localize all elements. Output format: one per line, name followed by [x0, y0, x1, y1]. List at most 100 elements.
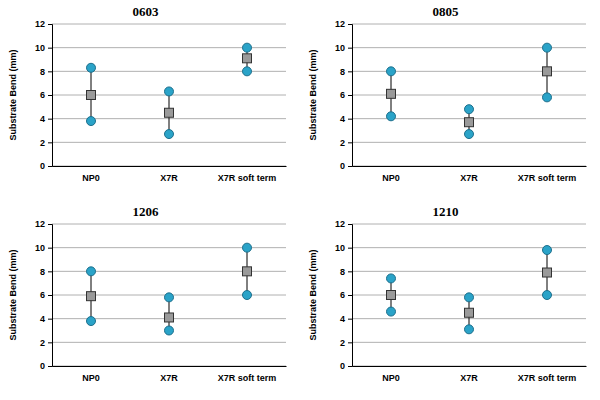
y-tick-mark: [348, 142, 352, 143]
y-tick: 2: [340, 338, 352, 348]
y-axis-title: Substrate Bend (mm): [308, 249, 318, 340]
y-tick: 6: [340, 290, 352, 300]
range-marker: [243, 67, 252, 76]
y-tick-mark: [48, 119, 52, 120]
y-tick: 4: [340, 314, 352, 324]
plot-area: 024681012NP0X7RX7R soft term: [335, 19, 587, 182]
x-tick-label: NP0: [82, 373, 100, 383]
x-tick-label: X7R: [460, 173, 478, 183]
y-tick-label: 12: [335, 19, 345, 29]
mean-marker: [465, 308, 474, 317]
grid-line: [52, 142, 286, 143]
grid-line: [52, 166, 286, 167]
grid-line: [352, 24, 586, 25]
range-marker: [165, 87, 174, 96]
panel: 024681012NP0X7RX7R soft term0603Substrat…: [8, 4, 287, 183]
x-tick-label: X7R: [160, 373, 178, 383]
y-tick-mark: [348, 24, 352, 25]
grid-line: [352, 166, 586, 167]
y-tick-label: 10: [335, 243, 345, 253]
y-tick-label: 10: [335, 43, 345, 53]
mean-marker: [387, 291, 396, 300]
mean-marker: [465, 118, 474, 127]
y-tick-mark: [348, 366, 352, 367]
y-tick-label: 2: [40, 138, 45, 148]
x-tick: X7R soft term: [218, 366, 277, 383]
x-tick: NP0: [382, 366, 400, 383]
grid-line: [352, 366, 586, 367]
x-tick-label: X7R: [160, 173, 178, 183]
x-tick: X7R soft term: [518, 166, 577, 183]
y-tick-label: 12: [335, 219, 345, 229]
y-tick-label: 8: [340, 67, 345, 77]
y-axis-title: Substrate Bend (mm): [8, 49, 18, 140]
range-marker: [87, 267, 96, 276]
y-tick-mark: [348, 71, 352, 72]
y-axis-line: [348, 25, 353, 167]
x-tick-label: X7R soft term: [518, 173, 577, 183]
y-tick-mark: [48, 366, 52, 367]
y-tick: 2: [40, 338, 52, 348]
y-tick: 10: [35, 243, 52, 253]
y-tick-label: 6: [340, 90, 345, 100]
x-tick: NP0: [82, 166, 100, 183]
y-tick-label: 0: [40, 161, 45, 171]
mean-marker: [387, 89, 396, 98]
y-tick: 0: [40, 161, 52, 171]
panel: 024681012NP0X7RX7R soft term1210Substrat…: [308, 204, 587, 383]
y-tick-mark: [48, 248, 52, 249]
panel: 024681012NP0X7RX7R soft term0805Substrat…: [308, 4, 587, 183]
y-tick-mark: [48, 271, 52, 272]
range-marker: [465, 130, 474, 139]
y-tick-label: 6: [40, 290, 45, 300]
chart-title: 0603: [133, 4, 160, 19]
range-marker: [543, 93, 552, 102]
range-marker: [465, 325, 474, 334]
x-tick-label: NP0: [382, 373, 400, 383]
y-tick-label: 8: [40, 267, 45, 277]
x-axis: NP0X7RX7R soft term: [53, 166, 287, 183]
y-tick-mark: [348, 319, 352, 320]
panel: 024681012NP0X7RX7R soft term1206Substrat…: [8, 204, 287, 383]
y-tick-label: 8: [340, 267, 345, 277]
grid-line: [52, 24, 286, 25]
y-tick: 4: [340, 114, 352, 124]
y-tick: 8: [40, 267, 52, 277]
y-tick-label: 2: [340, 138, 345, 148]
y-tick-mark: [48, 342, 52, 343]
y-tick-mark: [348, 48, 352, 49]
range-marker: [387, 112, 396, 121]
y-tick: 12: [35, 19, 52, 29]
y-tick-label: 0: [40, 361, 45, 371]
x-tick-label: X7R soft term: [218, 373, 277, 383]
x-tick: X7R: [460, 366, 478, 383]
y-tick-mark: [48, 95, 52, 96]
grid-line: [52, 224, 286, 225]
y-tick-mark: [348, 271, 352, 272]
plot-area: 024681012NP0X7RX7R soft term: [35, 19, 287, 182]
range-marker: [465, 105, 474, 114]
y-axis: 024681012: [35, 219, 53, 371]
grid: [352, 224, 586, 366]
x-tick: X7R: [160, 166, 178, 183]
y-tick-label: 2: [40, 338, 45, 348]
range-marker: [465, 293, 474, 302]
y-tick: 2: [340, 138, 352, 148]
y-tick-mark: [348, 166, 352, 167]
range-marker: [543, 43, 552, 52]
y-tick-label: 12: [35, 19, 45, 29]
y-axis-line: [348, 225, 353, 367]
range-marker: [243, 43, 252, 52]
mean-marker: [165, 108, 174, 117]
y-tick-label: 10: [35, 43, 45, 53]
y-tick: 4: [40, 314, 52, 324]
x-axis-line: [53, 366, 287, 367]
mean-marker: [543, 268, 552, 277]
chart-root: 0 2 4 6 8 10 12 NP0 X7R X7R soft term 0603 Substrat…: [0, 0, 600, 400]
mean-marker: [87, 91, 96, 100]
y-tick-mark: [48, 319, 52, 320]
marks: [87, 43, 252, 138]
y-tick-mark: [348, 248, 352, 249]
grid-line: [352, 342, 586, 343]
chart-title: 1210: [433, 204, 459, 219]
